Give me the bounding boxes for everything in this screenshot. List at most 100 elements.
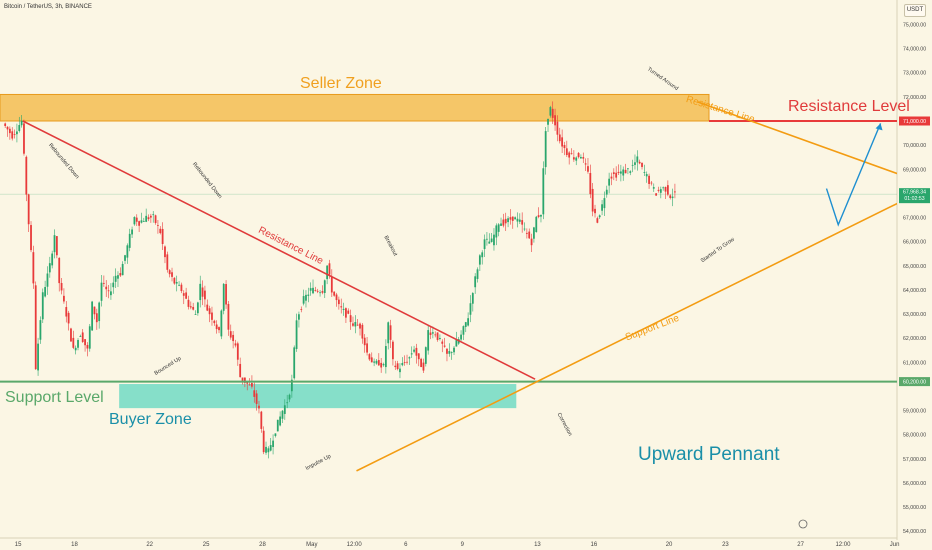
candle-body (65, 307, 68, 317)
candle-body (213, 320, 216, 324)
candle-body (634, 162, 636, 165)
candle-body (363, 337, 366, 346)
candle-body (166, 254, 169, 270)
current-price-timer: 01:02:53 (904, 196, 924, 202)
candle-body (74, 347, 77, 351)
time-tick-label: 23 (722, 542, 729, 548)
candle-body (229, 331, 232, 338)
price-axis-bg (897, 0, 932, 550)
candle-body (307, 294, 310, 296)
candle-body (483, 239, 486, 250)
candle-body (253, 390, 256, 397)
annotation-label: Bounced Up (154, 356, 183, 377)
candle-body (446, 348, 448, 354)
candle-body (140, 220, 143, 223)
candle-body (194, 314, 197, 315)
resistance-price-tag-bg (899, 116, 930, 126)
candle-body (227, 303, 230, 330)
candle-body (220, 310, 223, 337)
candle-body (589, 172, 592, 195)
annotation-label: Correction (556, 412, 573, 437)
time-tick-label: 28 (259, 542, 266, 548)
candle-body (114, 275, 117, 282)
candle-body (598, 215, 601, 218)
candle-body (448, 351, 451, 354)
candle-body (251, 383, 253, 387)
candle-body (629, 171, 632, 173)
buyer-zone-box (119, 384, 517, 409)
price-tick-label: 62,000.00 (903, 336, 926, 342)
candle-body (18, 125, 21, 131)
candle-body (286, 402, 289, 404)
candle-body (293, 347, 296, 379)
candle-body (474, 276, 477, 288)
candle-body (525, 232, 528, 234)
candle-body (260, 411, 263, 429)
candle-body (201, 287, 204, 297)
candle-body (417, 353, 420, 360)
candle-body (648, 175, 650, 184)
candle-body (514, 217, 517, 220)
candle-body (204, 290, 206, 300)
resistance-line-2 (696, 100, 897, 175)
candle-body (171, 272, 173, 277)
candle-body (133, 217, 136, 225)
candle-body (300, 309, 303, 310)
candle-body (241, 377, 244, 381)
price-tick-label: 70,000.00 (903, 143, 926, 149)
candle-body (410, 353, 413, 355)
candle-body (236, 343, 239, 360)
candle-body (13, 134, 16, 136)
candle-body (145, 215, 148, 222)
candle-body (70, 328, 72, 342)
candle-body (147, 217, 150, 220)
price-tick-label: 54,000.00 (903, 529, 926, 535)
price-tick-label: 72,000.00 (903, 95, 926, 101)
candle-body (424, 347, 427, 364)
candle-body (232, 334, 235, 342)
time-tick-label: 20 (666, 542, 673, 548)
candle-body (126, 245, 129, 258)
candle-body (650, 182, 653, 184)
candle-body (377, 360, 380, 366)
candle-body (662, 187, 665, 189)
candle-body (384, 346, 387, 368)
candle-body (168, 270, 171, 275)
candle-body (657, 189, 660, 191)
candle-body (157, 224, 159, 226)
candle-body (481, 252, 484, 258)
candle-body (478, 255, 481, 265)
candle-body (493, 234, 495, 246)
candle-body (142, 221, 145, 222)
candle-body (406, 361, 408, 363)
candle-body (79, 335, 82, 337)
candle-body (164, 246, 166, 258)
currency-button[interactable]: USDT (904, 4, 926, 17)
candle-body (265, 446, 267, 453)
candle-body (32, 252, 35, 284)
candle-body (549, 107, 552, 116)
candle-body (248, 384, 251, 386)
candle-body (441, 341, 444, 344)
candle-body (11, 131, 14, 139)
candle-body (326, 265, 329, 280)
candle-body (580, 157, 582, 159)
candle-body (178, 284, 180, 286)
candle-body (427, 330, 430, 351)
candle-body (98, 302, 101, 322)
candle-body (208, 308, 211, 315)
candle-body (500, 223, 502, 226)
candle-body (619, 171, 622, 174)
annotation-label: Turned Around (646, 66, 679, 92)
seller-zone-box (0, 93, 710, 122)
candle-body (258, 405, 260, 409)
symbol-title[interactable]: Bitcoin / TetherUS, 3h, BINANCE (4, 4, 92, 10)
candle-body (39, 320, 42, 340)
price-tick-label: 75,000.00 (903, 22, 926, 28)
candle-body (53, 235, 56, 253)
candle-body (375, 360, 378, 364)
candle-body (175, 282, 178, 284)
candle-body (67, 312, 70, 324)
candle-body (347, 310, 350, 314)
candle-body (471, 293, 474, 304)
